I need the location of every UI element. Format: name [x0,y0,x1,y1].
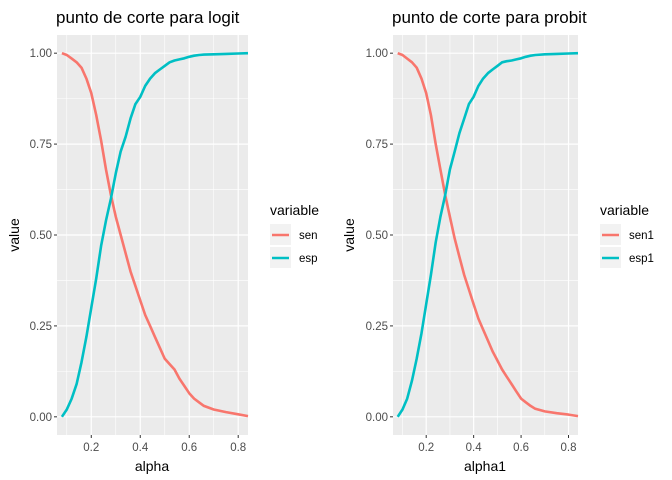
y-tick-label: 0.25 [366,321,388,333]
y-tick-label: 0.75 [30,139,52,151]
series-line-esp [60,51,249,418]
x-tick-label: 0.6 [181,442,197,454]
series-lines [60,51,249,418]
chart-title: punto de corte para logit [56,8,240,27]
x-tick-label: 0.8 [230,442,246,454]
gridlines [393,35,578,435]
legend-label-esp: esp [299,253,318,265]
y-tick-label: 0.75 [366,139,388,151]
series-line-sen [61,51,249,418]
series-line-sen1 [397,51,579,418]
legend: variable sen1 esp1 [600,202,654,268]
y-tick-label: 0.50 [30,230,52,242]
legend-label-sen: sen [299,230,318,242]
y-axis-title: value [341,218,357,252]
y-tick-label: 0.00 [30,412,52,424]
y-tick-label: 0.00 [366,412,388,424]
legend-label-esp1: esp1 [629,253,654,265]
gridlines [57,35,248,435]
x-tick-label: 0.4 [132,442,149,454]
x-tick-label: 0.4 [466,442,483,454]
x-tick-label: 0.2 [418,442,434,454]
y-tick-label: 1.00 [366,48,388,60]
chart-title: punto de corte para probit [392,8,587,27]
legend-title: variable [600,202,649,218]
x-tick-label: 0.6 [513,442,529,454]
series-line-esp1 [396,51,579,418]
y-tick-label: 1.00 [30,48,52,60]
x-tick-label: 0.8 [561,442,577,454]
y-tick-label: 0.50 [366,230,388,242]
x-axis-ticks: 0.2 0.4 0.6 0.8 [418,435,577,454]
x-tick-label: 0.2 [83,442,99,454]
y-axis-ticks: 0.00 0.25 0.50 0.75 1.00 [30,48,57,424]
y-axis-ticks: 0.00 0.25 0.50 0.75 1.00 [366,48,393,424]
x-axis-ticks: 0.2 0.4 0.6 0.8 [83,435,246,454]
x-axis-title: alpha1 [464,458,506,474]
chart-panel-probit: punto de corte para probit 0.000.250.500… [341,8,654,474]
series-lines [396,51,579,418]
legend-title: variable [270,202,319,218]
y-tick-label: 0.25 [30,321,52,333]
x-axis-title: alpha [135,458,169,474]
legend: variable sen esp [270,202,319,268]
legend-label-sen1: sen1 [629,230,654,242]
y-axis-title: value [6,218,22,252]
chart-panel-logit: punto de corte para logit 0.000.250.500.… [6,8,319,474]
